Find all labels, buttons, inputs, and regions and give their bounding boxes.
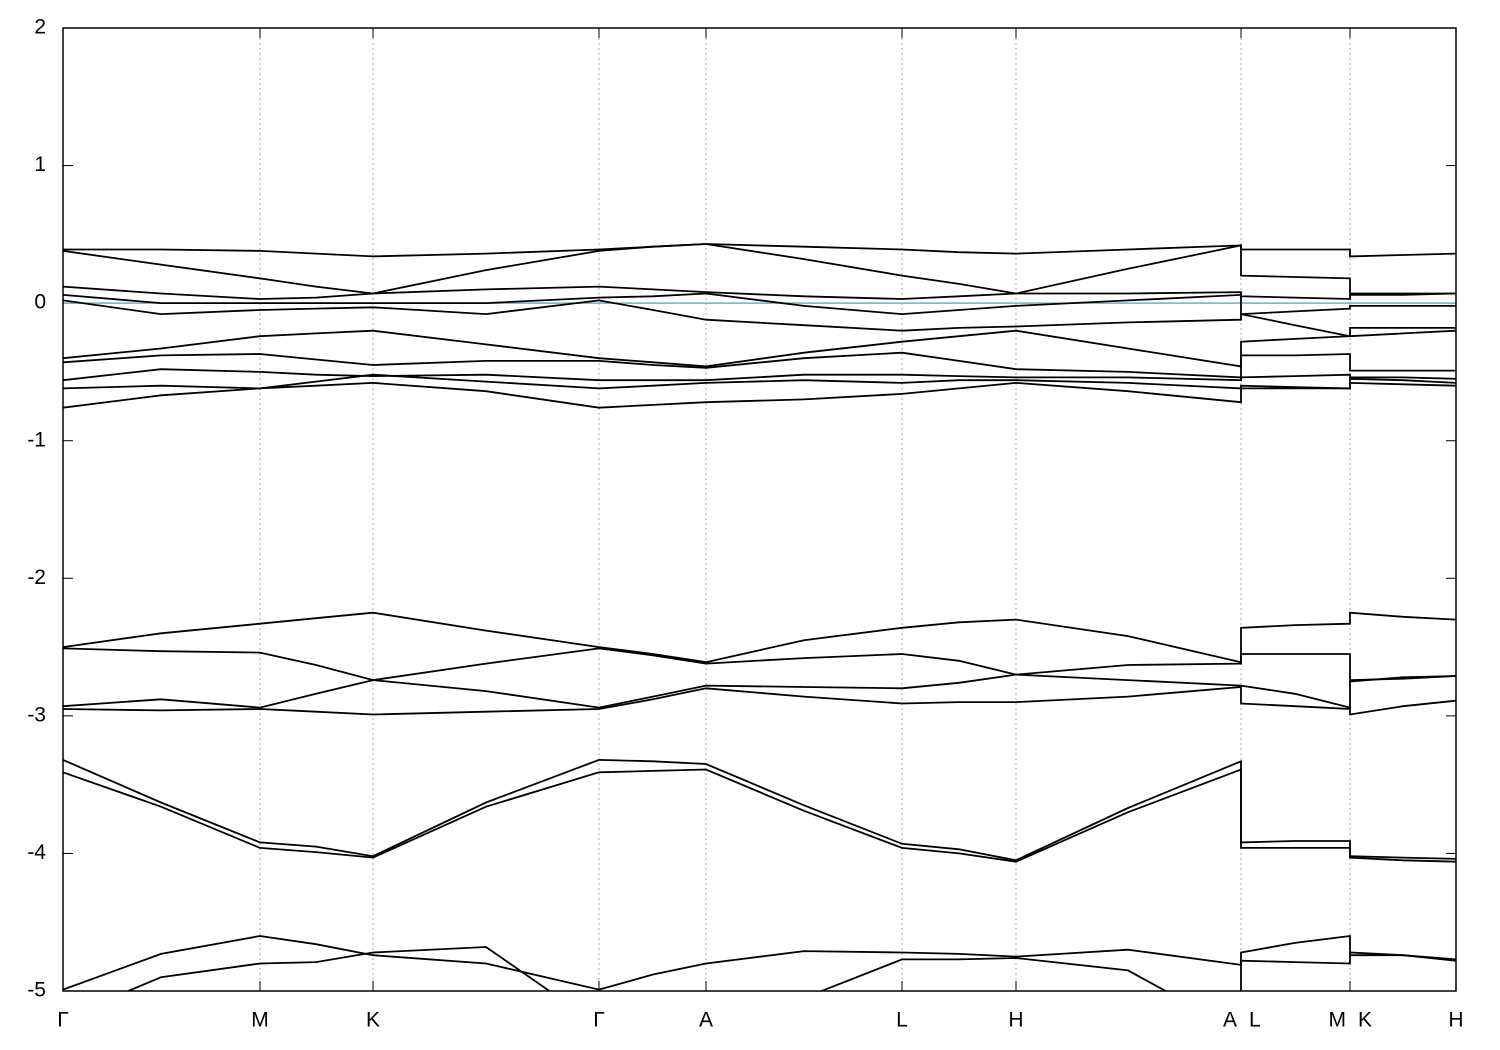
band-line [63, 611, 1456, 664]
band-line [63, 368, 1456, 382]
band-line [63, 934, 1456, 991]
y-tick-label: -2 [27, 566, 46, 589]
band-line [63, 647, 1456, 682]
x-tick-label: H [1008, 1009, 1023, 1032]
y-tick-label: 0 [34, 291, 46, 314]
x-tick-label: K [1358, 1009, 1372, 1032]
x-tick-label: Γ [593, 1009, 605, 1032]
bands [63, 243, 1456, 991]
band-line [63, 299, 1456, 338]
y-tick-label: -4 [27, 841, 46, 864]
band-line [63, 381, 1456, 409]
x-tick-label: H [1448, 1009, 1463, 1032]
x-tick-label: M [251, 1009, 269, 1032]
band-line [63, 285, 1456, 300]
x-tick-label: L [896, 1009, 908, 1032]
band-line [63, 673, 1456, 709]
x-tick-label: M [1329, 1009, 1347, 1032]
band-line [63, 768, 1456, 863]
band-line [63, 758, 1456, 862]
x-tick-label: Γ [57, 1009, 69, 1032]
band-line [63, 327, 1456, 368]
y-tick-label: -3 [27, 703, 46, 726]
plot-frame [62, 27, 1457, 992]
band-line [63, 243, 1456, 258]
band-line [63, 243, 1456, 295]
x-tick-label: K [366, 1009, 380, 1032]
x-tick-label: A [1223, 1009, 1237, 1032]
y-tick-label: -5 [27, 979, 46, 1002]
y-tick-label: 1 [34, 153, 46, 176]
grid [62, 27, 1457, 992]
x-tick-label: L [1249, 1009, 1261, 1032]
y-tick-label: -1 [27, 428, 46, 451]
band-line [125, 946, 1456, 991]
band-line [63, 351, 1456, 379]
band-line [63, 292, 1456, 316]
y-tick-label: 2 [34, 16, 46, 39]
band-line [63, 686, 1456, 716]
x-tick-label: A [699, 1009, 713, 1032]
